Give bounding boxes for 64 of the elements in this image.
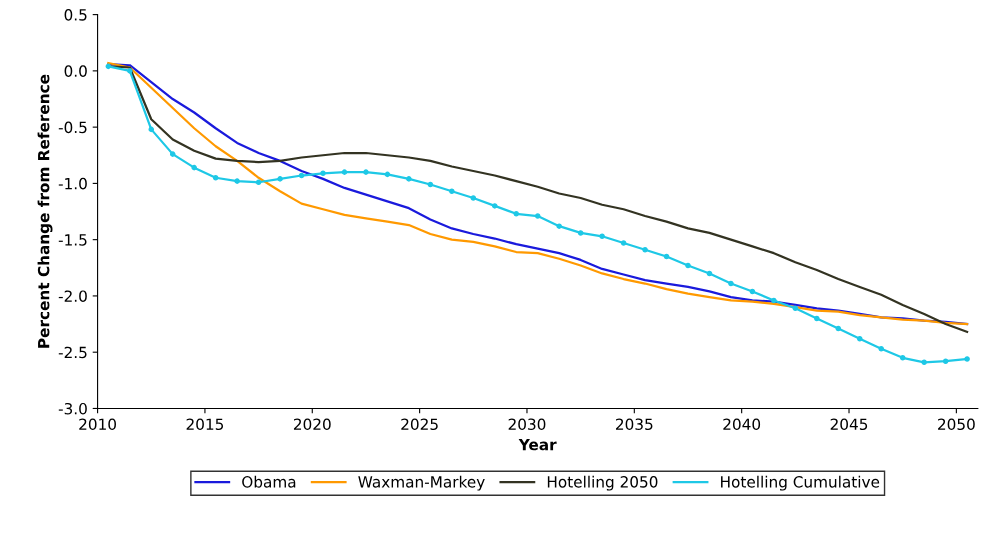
point xyxy=(127,68,133,74)
x-tick-label: 2030 xyxy=(508,418,546,430)
point xyxy=(534,213,541,219)
y-tick-label: -3.0 xyxy=(58,402,87,415)
point xyxy=(169,151,176,157)
point xyxy=(470,195,477,201)
point xyxy=(921,359,927,366)
point xyxy=(449,188,455,195)
y-tick-label: -0.5 xyxy=(58,121,87,134)
point xyxy=(771,297,777,304)
point xyxy=(341,169,348,175)
point xyxy=(191,164,197,171)
point xyxy=(298,172,305,179)
x-tick-label: 2040 xyxy=(723,418,761,430)
y-tick-label: -2.0 xyxy=(58,290,87,302)
point xyxy=(427,181,434,188)
point xyxy=(942,358,949,364)
x-tick-label: 2025 xyxy=(401,418,438,430)
point xyxy=(577,230,584,236)
point xyxy=(491,203,498,209)
point xyxy=(835,325,842,332)
legend-label: Hotelling 2050 xyxy=(547,475,658,491)
legend-label: Hotelling Cumulative xyxy=(721,475,880,491)
x-tick-label: 2020 xyxy=(293,418,331,430)
y-tick-label: 0.5 xyxy=(64,9,87,21)
point xyxy=(685,262,691,269)
point xyxy=(255,179,262,186)
point xyxy=(663,253,670,260)
point xyxy=(105,63,112,70)
y-axis-title: Percent Change from Reference xyxy=(37,74,53,348)
point xyxy=(814,315,820,322)
x-tick-label: 2015 xyxy=(186,418,224,430)
point xyxy=(384,171,391,178)
point xyxy=(406,176,412,182)
y-tick-label: 0.0 xyxy=(64,65,87,77)
point xyxy=(599,233,605,240)
point xyxy=(234,178,240,184)
point xyxy=(363,169,369,175)
y-tick-label: -1.5 xyxy=(58,234,87,246)
x-tick-label: 2050 xyxy=(938,418,975,430)
y-tick-label: -1.0 xyxy=(58,177,87,190)
x-tick-label: 2010 xyxy=(79,418,117,430)
point xyxy=(277,176,283,182)
point xyxy=(642,247,648,253)
point xyxy=(320,170,326,177)
x-tick-label: 2035 xyxy=(616,418,653,430)
y-tick-label: -2.5 xyxy=(58,346,87,359)
point xyxy=(899,355,906,361)
point xyxy=(513,211,520,217)
legend-label: Obama xyxy=(242,475,296,488)
point xyxy=(148,126,155,133)
point xyxy=(792,305,799,312)
point xyxy=(878,346,884,352)
point xyxy=(212,174,219,181)
point xyxy=(620,240,627,246)
point xyxy=(728,280,734,287)
point xyxy=(749,288,756,295)
x-axis-title: Year xyxy=(518,438,557,451)
point xyxy=(556,223,562,229)
point xyxy=(856,335,863,342)
point xyxy=(964,356,970,362)
legend-label: Waxman-Markey xyxy=(358,475,485,491)
x-tick-label: 2045 xyxy=(830,418,868,430)
point xyxy=(706,270,713,277)
